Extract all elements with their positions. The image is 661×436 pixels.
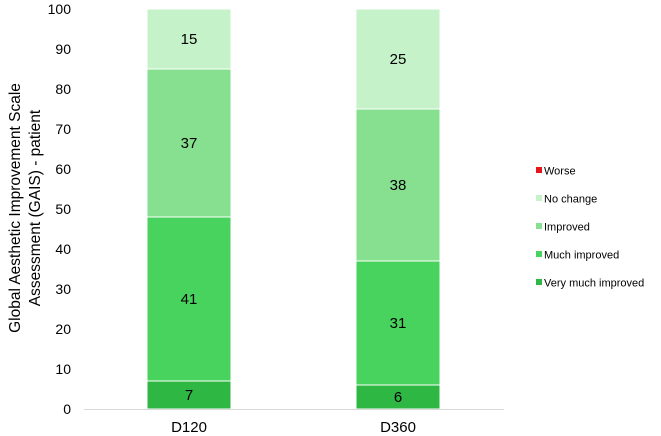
data-label: 25 <box>390 51 407 68</box>
y-tick-label: 60 <box>55 161 71 177</box>
y-tick-label: 70 <box>55 121 71 137</box>
legend: Worse No change Improved Much improved Very … <box>536 166 644 290</box>
data-label: 15 <box>181 31 198 48</box>
y-tick-label: 40 <box>55 241 71 257</box>
x-tick-label: D120 <box>171 419 207 436</box>
y-axis-title-line-1: Global Aesthetic Improvement Scale <box>7 83 24 333</box>
y-tick-label: 80 <box>55 81 71 97</box>
legend-swatch <box>536 251 542 257</box>
data-label: 38 <box>390 177 407 194</box>
bars: 7 41 37 15 6 31 38 25 <box>146 8 441 410</box>
legend-label: Worse <box>544 166 576 178</box>
bar-segment <box>146 8 232 70</box>
y-tick-label: 30 <box>55 281 71 297</box>
y-tick-label: 0 <box>63 401 71 417</box>
y-axis: 0 10 20 30 40 50 60 70 80 90 100 <box>48 1 72 417</box>
legend-label: No change <box>544 194 597 206</box>
x-axis: D120 D360 <box>171 419 416 436</box>
legend-swatch <box>536 279 542 285</box>
legend-label: Very much improved <box>544 278 644 290</box>
y-tick-label: 100 <box>48 1 72 17</box>
legend-swatch <box>536 223 542 229</box>
y-tick-label: 90 <box>55 41 71 57</box>
data-label: 37 <box>181 135 198 152</box>
bar-segment <box>146 216 232 382</box>
data-label: 6 <box>394 389 402 406</box>
data-label: 41 <box>181 291 198 308</box>
data-label: 31 <box>390 315 407 332</box>
bar-segment <box>355 8 441 110</box>
data-label: 7 <box>185 387 193 404</box>
bar-segment <box>355 260 441 386</box>
legend-label: Improved <box>544 222 590 234</box>
legend-swatch <box>536 195 542 201</box>
bar-segment <box>146 380 232 410</box>
legend-swatch <box>536 167 542 173</box>
bar-segment <box>355 108 441 262</box>
legend-label: Much improved <box>544 250 619 262</box>
x-tick-label: D360 <box>380 419 416 436</box>
y-tick-label: 50 <box>55 201 71 217</box>
y-axis-title-line-2: Assessment (GAIS) - patient <box>27 109 44 306</box>
y-tick-label: 10 <box>55 361 71 377</box>
y-tick-label: 20 <box>55 321 71 337</box>
